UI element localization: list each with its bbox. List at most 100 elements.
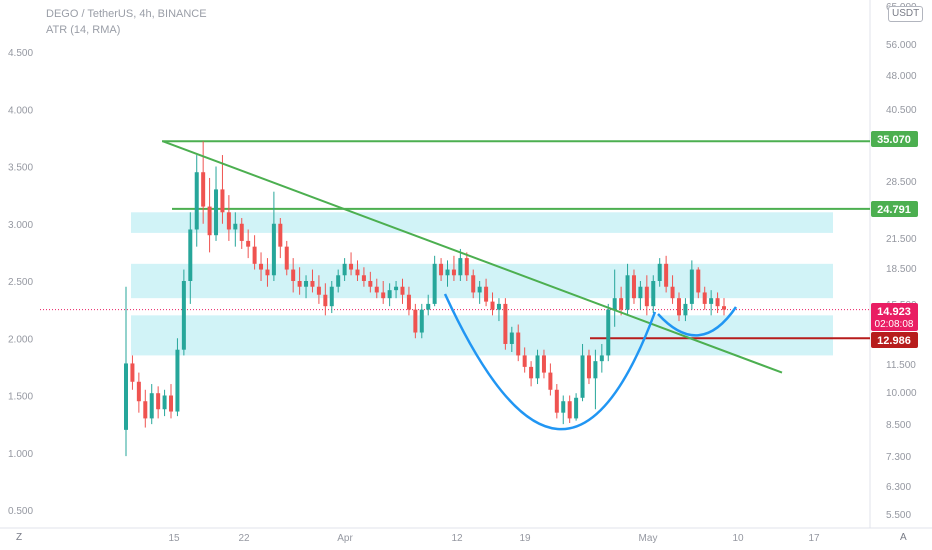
candle-body: [387, 290, 392, 299]
cup-curve[interactable]: [443, 293, 657, 431]
candle-body: [259, 263, 264, 270]
candle-body: [162, 395, 167, 410]
indicator-title[interactable]: ATR (14, RMA): [46, 24, 121, 36]
candle-body: [445, 269, 450, 276]
right-axis-label: 5.500: [886, 510, 911, 521]
candles-layer: [124, 141, 726, 457]
candle-body: [586, 355, 591, 379]
left-axis-label: 0.500: [8, 506, 33, 517]
right-axis-label: 40.500: [886, 105, 917, 116]
candle-body: [406, 294, 411, 310]
candle-body: [316, 286, 321, 295]
downtrend-line[interactable]: [162, 140, 783, 374]
price-tag-top: 35.070: [871, 131, 918, 147]
price-tag-mid-text: 24.791: [877, 204, 911, 216]
candle-body: [329, 286, 334, 307]
x-axis-label: 22: [238, 533, 250, 544]
right-axis-label: 48.000: [886, 71, 917, 82]
candle-body: [696, 269, 701, 293]
candle-body: [310, 281, 315, 287]
candle-body: [522, 355, 527, 367]
candle-body: [709, 298, 714, 304]
candle-body: [548, 372, 553, 390]
left-axis-label: 2.000: [8, 334, 33, 345]
zone-2: [131, 315, 833, 356]
candle-body: [400, 286, 405, 295]
candle-body: [625, 275, 630, 310]
candle-body: [541, 355, 546, 373]
candle-body: [638, 286, 643, 299]
currency-badge[interactable]: USDT: [888, 6, 924, 22]
candle-body: [554, 389, 559, 413]
candle-body: [252, 246, 257, 264]
candle-body: [432, 263, 437, 304]
candle-body: [574, 397, 579, 419]
candle-body: [188, 229, 193, 281]
candle-body: [529, 366, 534, 379]
candle-body: [599, 355, 604, 362]
candle-body: [464, 258, 469, 276]
candle-body: [381, 292, 386, 299]
candle-body: [657, 263, 662, 281]
candle-body: [374, 286, 379, 293]
right-axis-label: 18.500: [886, 264, 917, 275]
candle-body: [477, 286, 482, 293]
candle-body: [323, 294, 328, 307]
candle-body: [676, 298, 681, 316]
zoom-reset-button[interactable]: Z: [16, 532, 23, 543]
x-axis-label: May: [639, 533, 658, 544]
candle-body: [220, 189, 225, 213]
candle-body: [612, 298, 617, 310]
candle-body: [439, 263, 444, 276]
candle-body: [124, 363, 128, 430]
candle-body: [233, 223, 238, 230]
candle-body: [490, 301, 495, 310]
candle-body: [169, 395, 174, 412]
price-tag-mid: 24.791: [871, 201, 918, 217]
candle-body: [580, 355, 585, 398]
price-tag-support-text: 12.986: [877, 335, 911, 347]
candle-body: [239, 223, 244, 241]
candle-body: [426, 303, 431, 310]
x-axis-label: 10: [732, 533, 744, 544]
candle-body: [722, 306, 726, 310]
candle-body: [644, 286, 649, 307]
candle-body: [606, 309, 611, 356]
x-axis-label: 17: [808, 533, 820, 544]
candle-body: [419, 309, 424, 333]
handle-curve[interactable]: [657, 306, 738, 337]
right-axis-label: 10.000: [886, 388, 917, 399]
candle-body: [503, 303, 508, 344]
candle-body: [156, 393, 161, 410]
right-axis-label: 6.300: [886, 482, 911, 493]
left-axis-label: 4.500: [8, 48, 33, 59]
symbol-title[interactable]: DEGO / TetherUS, 4h, BINANCE: [46, 8, 207, 20]
candle-body: [342, 263, 347, 276]
zone-1: [131, 263, 833, 299]
candle-body: [368, 281, 373, 287]
left-axis-label: 4.000: [8, 105, 33, 116]
right-axis-label: 56.000: [886, 40, 917, 51]
candle-body: [143, 401, 148, 419]
candle-body: [226, 212, 231, 230]
candle-body: [496, 303, 501, 310]
candle-body: [664, 263, 669, 287]
candle-body: [207, 206, 212, 236]
candle-body: [349, 263, 354, 270]
candle-body: [561, 401, 566, 413]
candle-body: [567, 401, 572, 419]
auto-scale-button[interactable]: A: [900, 532, 907, 543]
candle-body: [715, 298, 720, 307]
candle-body: [246, 240, 251, 247]
left-axis-label: 2.500: [8, 277, 33, 288]
candle-body: [516, 332, 521, 356]
candle-body: [149, 393, 154, 419]
candle-body: [336, 275, 341, 287]
right-axis-label: 28.500: [886, 177, 917, 188]
candle-body: [297, 281, 302, 287]
right-axis-label: 7.300: [886, 452, 911, 463]
x-axis-label: 12: [451, 533, 463, 544]
x-axis-label: 19: [519, 533, 531, 544]
candle-body: [181, 281, 186, 350]
